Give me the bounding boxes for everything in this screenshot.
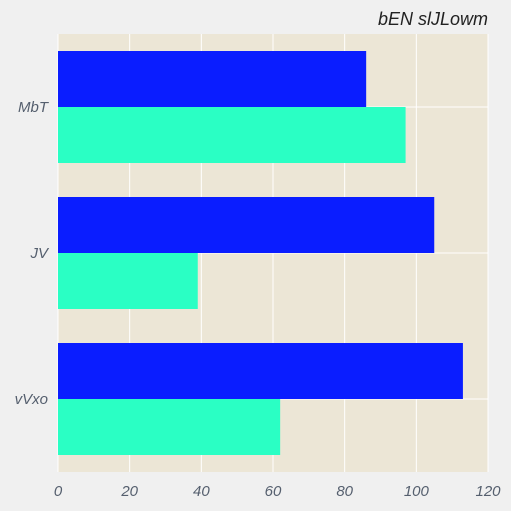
y-tick-label: vVxo [15, 391, 48, 408]
bar [58, 51, 367, 107]
y-tick-labels: MbT JV vVxo [15, 99, 50, 408]
y-tick-label: JV [29, 245, 50, 262]
x-tick-label: 60 [265, 483, 282, 500]
bar [58, 399, 281, 455]
x-tick-label: 0 [54, 483, 63, 500]
x-tick-label: 40 [193, 483, 210, 500]
x-tick-label: 120 [475, 483, 501, 500]
chart-title: bEN slJLowm [378, 9, 488, 29]
x-tick-label: 100 [404, 483, 430, 500]
bars [58, 51, 463, 455]
bar [58, 197, 435, 253]
x-tick-labels: 0 20 40 60 80 100 120 [54, 483, 501, 500]
bar [58, 343, 463, 399]
x-tick-label: 20 [120, 483, 138, 500]
bar [58, 107, 406, 163]
bar [58, 253, 198, 309]
x-tick-label: 80 [336, 483, 353, 500]
y-tick-label: MbT [18, 99, 50, 116]
